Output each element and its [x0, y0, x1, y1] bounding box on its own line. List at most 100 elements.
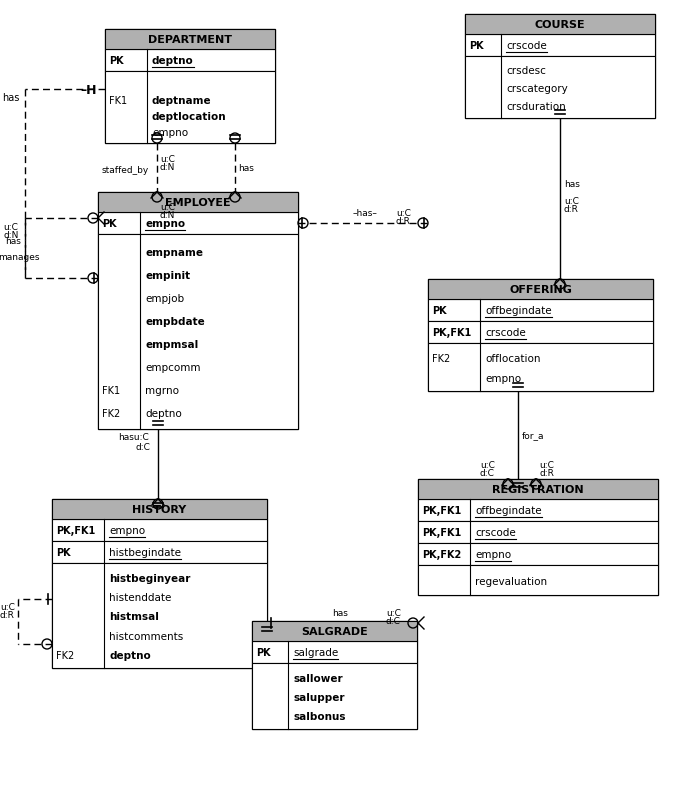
Text: salgrade: salgrade [293, 647, 338, 657]
Text: manages: manages [0, 252, 39, 261]
Bar [52, 541, 267, 563]
Text: has: has [5, 237, 21, 245]
Text: FK2: FK2 [432, 354, 451, 364]
Text: empno: empno [485, 373, 521, 383]
Text: empno: empno [475, 549, 511, 559]
Bar [105, 30, 275, 50]
Bar [418, 500, 658, 521]
Text: REGISTRATION: REGISTRATION [492, 484, 584, 494]
Text: –has–: –has– [353, 209, 378, 218]
Text: has: has [2, 93, 19, 103]
Bar [418, 543, 658, 565]
Text: offbegindate: offbegindate [475, 505, 542, 516]
Bar [98, 192, 298, 429]
Bar [418, 480, 658, 595]
Text: COURSE: COURSE [535, 20, 585, 30]
Text: crscategory: crscategory [506, 83, 568, 94]
Text: HISTORY: HISTORY [132, 504, 186, 514]
Text: SALGRADE: SALGRADE [301, 626, 368, 636]
Text: hasu:C: hasu:C [118, 433, 149, 442]
Bar [428, 343, 653, 391]
Text: FK2: FK2 [56, 650, 75, 660]
Text: u:C: u:C [564, 196, 579, 206]
Text: has: has [564, 180, 580, 188]
Text: –H: –H [81, 83, 97, 96]
Text: d:N: d:N [160, 210, 175, 219]
Text: PK,FK1: PK,FK1 [422, 505, 461, 516]
Text: d:R: d:R [396, 217, 411, 226]
Text: histenddate: histenddate [109, 593, 171, 602]
Text: FK2: FK2 [102, 408, 120, 419]
Text: d:R: d:R [564, 205, 579, 214]
Text: empno: empno [109, 525, 145, 535]
Text: PK: PK [56, 547, 70, 557]
Bar [105, 50, 275, 72]
Text: u:C: u:C [480, 461, 495, 470]
Text: PK,FK2: PK,FK2 [422, 549, 461, 559]
Text: PK: PK [469, 41, 484, 51]
Text: empno: empno [152, 128, 188, 138]
Bar [52, 520, 267, 541]
Text: u:C: u:C [160, 156, 175, 164]
Text: offbegindate: offbegindate [485, 306, 551, 316]
Text: histcomments: histcomments [109, 630, 184, 641]
Text: PK,FK1: PK,FK1 [56, 525, 95, 535]
Text: crscode: crscode [506, 41, 546, 51]
Text: deptno: deptno [109, 650, 150, 660]
Text: EMPLOYEE: EMPLOYEE [165, 198, 231, 208]
Text: u:C: u:C [160, 202, 175, 211]
Text: histbegindate: histbegindate [109, 547, 181, 557]
Text: empno: empno [145, 219, 185, 229]
Text: u:C: u:C [539, 461, 554, 470]
Text: empcomm: empcomm [145, 363, 201, 373]
Text: empmsal: empmsal [145, 340, 198, 350]
Bar [428, 322, 653, 343]
Text: OFFERING: OFFERING [509, 285, 572, 294]
Text: PK,FK1: PK,FK1 [432, 327, 471, 338]
Text: DEPARTMENT: DEPARTMENT [148, 35, 232, 45]
Text: crscode: crscode [485, 327, 526, 338]
Text: has: has [333, 609, 348, 618]
Bar [105, 30, 275, 144]
Text: d:R: d:R [539, 469, 554, 478]
Bar [52, 563, 267, 668]
Text: deptno: deptno [145, 408, 181, 419]
Text: crsdesc: crsdesc [506, 66, 546, 76]
Bar [428, 280, 653, 300]
Text: FK1: FK1 [109, 95, 127, 106]
Text: FK1: FK1 [102, 386, 120, 395]
Text: staffed_by: staffed_by [102, 166, 149, 175]
Text: u:C: u:C [0, 603, 15, 612]
Text: sallower: sallower [293, 673, 343, 683]
Text: empbdate: empbdate [145, 317, 205, 326]
Text: d:N: d:N [3, 230, 19, 239]
Text: d:N: d:N [160, 164, 175, 172]
Text: deptlocation: deptlocation [152, 111, 226, 122]
Bar [252, 642, 417, 663]
Text: for_a: for_a [522, 431, 544, 440]
Text: histbeginyear: histbeginyear [109, 573, 190, 584]
Text: PK,FK1: PK,FK1 [422, 528, 461, 537]
Text: deptname: deptname [152, 95, 212, 106]
Text: salbonus: salbonus [293, 711, 346, 721]
Bar [465, 35, 655, 57]
Bar [418, 521, 658, 543]
Bar [252, 663, 417, 729]
Text: d:C: d:C [386, 617, 401, 626]
Bar [465, 15, 655, 119]
Bar [105, 72, 275, 144]
Text: has: has [238, 164, 254, 172]
Text: mgrno: mgrno [145, 386, 179, 395]
Bar [465, 57, 655, 119]
Text: empname: empname [145, 248, 203, 258]
Text: histmsal: histmsal [109, 612, 159, 622]
Text: d:R: d:R [0, 611, 15, 620]
Text: offlocation: offlocation [485, 354, 540, 364]
Bar [418, 565, 658, 595]
Text: empjob: empjob [145, 294, 184, 304]
Bar [465, 15, 655, 35]
Bar [418, 480, 658, 500]
Text: PK: PK [109, 56, 124, 66]
Bar [98, 192, 298, 213]
Text: u:C: u:C [386, 609, 401, 618]
